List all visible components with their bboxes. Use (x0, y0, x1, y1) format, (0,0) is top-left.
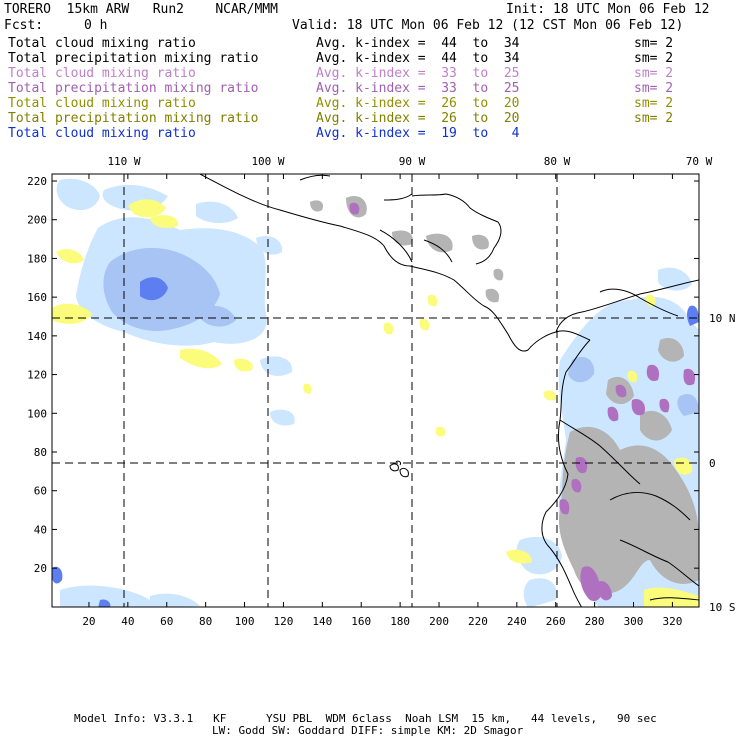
y-tick-label: 80 (34, 446, 47, 459)
x-tick-label: 40 (121, 615, 134, 628)
y-tick-label: 220 (27, 175, 47, 188)
y-tick-label: 40 (34, 523, 47, 536)
legend-field-name: Total precipitation mixing ratio (8, 111, 259, 126)
legend-smoothing: sm= 2 (634, 66, 674, 81)
x-tick-label: 80 (199, 615, 212, 628)
footer-model-info: Model Info: V3.3.1 KF YSU PBL WDM 6class… (74, 712, 657, 725)
legend-field-name: Total precipitation mixing ratio (8, 51, 259, 66)
x-tick-label: 240 (507, 615, 527, 628)
x-tick-label: 120 (274, 615, 294, 628)
coastlines (199, 174, 699, 607)
legend-field-name: Total cloud mixing ratio (8, 126, 196, 141)
y-tick-label: 120 (27, 369, 47, 382)
footer-physics-info: LW: Godd SW: Goddard DIFF: simple KM: 2D… (212, 724, 524, 737)
longitude-label: 90 W (399, 155, 426, 168)
y-tick-label: 100 (27, 407, 47, 420)
legend-smoothing: sm= 2 (634, 81, 674, 96)
legend-field-name: Total cloud mixing ratio (8, 66, 196, 81)
model-title: TORERO 15km ARW Run2 NCAR/MMM (4, 2, 278, 17)
x-tick-label: 320 (662, 615, 682, 628)
cloud-dark-blue (52, 277, 699, 607)
longitude-label: 70 W (686, 155, 713, 168)
legend-kindex-range: Avg. k-index = 26 to 20 (316, 111, 520, 126)
legend-kindex-range: Avg. k-index = 19 to 4 (316, 126, 520, 141)
y-tick-label: 180 (27, 252, 47, 265)
x-tick-label: 300 (624, 615, 644, 628)
y-tick-label: 160 (27, 291, 47, 304)
valid-time: Valid: 18 UTC Mon 06 Feb 12 (12 CST Mon … (292, 18, 684, 33)
x-tick-label: 100 (235, 615, 255, 628)
legend-smoothing: sm= 2 (634, 111, 674, 126)
x-tick-label: 60 (160, 615, 173, 628)
forecast-hour: 0 h (84, 18, 108, 33)
x-tick-label: 20 (82, 615, 95, 628)
x-tick-label: 180 (390, 615, 410, 628)
y-tick-label: 200 (27, 214, 47, 227)
legend-smoothing: sm= 2 (634, 96, 674, 111)
y-tick-label: 20 (34, 562, 47, 575)
x-tick-label: 160 (351, 615, 371, 628)
latitude-label: 10 N (709, 312, 736, 325)
plot-frame (51, 173, 700, 608)
forecast-label: Fcst: (4, 18, 44, 33)
axis-ticks (52, 174, 699, 607)
legend-kindex-range: Avg. k-index = 44 to 34 (316, 51, 520, 66)
longitude-label: 80 W (544, 155, 571, 168)
legend-kindex-range: Avg. k-index = 33 to 25 (316, 66, 520, 81)
longitude-label: 110 W (107, 155, 140, 168)
graticule (52, 174, 699, 607)
y-tick-label: 60 (34, 485, 47, 498)
x-tick-label: 140 (312, 615, 332, 628)
legend-field-name: Total cloud mixing ratio (8, 96, 196, 111)
legend-kindex-range: Avg. k-index = 44 to 34 (316, 36, 520, 51)
latitude-label: 0 (709, 457, 716, 470)
longitude-label: 100 W (251, 155, 284, 168)
legend-kindex-range: Avg. k-index = 33 to 25 (316, 81, 520, 96)
legend-kindex-range: Avg. k-index = 26 to 20 (316, 96, 520, 111)
cloud-gray (310, 195, 699, 594)
init-time: Init: 18 UTC Mon 06 Feb 12 (506, 2, 710, 17)
legend-smoothing: sm= 2 (634, 36, 674, 51)
x-tick-label: 200 (429, 615, 449, 628)
axis-labels: 220 200 180 160 140 120 100 80 60 40 20 20 40 60 80 100… (27, 155, 735, 628)
legend-field-name: Total precipitation mixing ratio (8, 81, 259, 96)
x-tick-label: 260 (546, 615, 566, 628)
precip-purple (349, 202, 696, 602)
x-tick-label: 280 (585, 615, 605, 628)
legend-smoothing: sm= 2 (634, 51, 674, 66)
field-layer (52, 178, 699, 607)
y-tick-label: 140 (27, 330, 47, 343)
legend-field-name: Total cloud mixing ratio (8, 36, 196, 51)
x-tick-label: 220 (468, 615, 488, 628)
latitude-label: 10 S (709, 601, 736, 614)
